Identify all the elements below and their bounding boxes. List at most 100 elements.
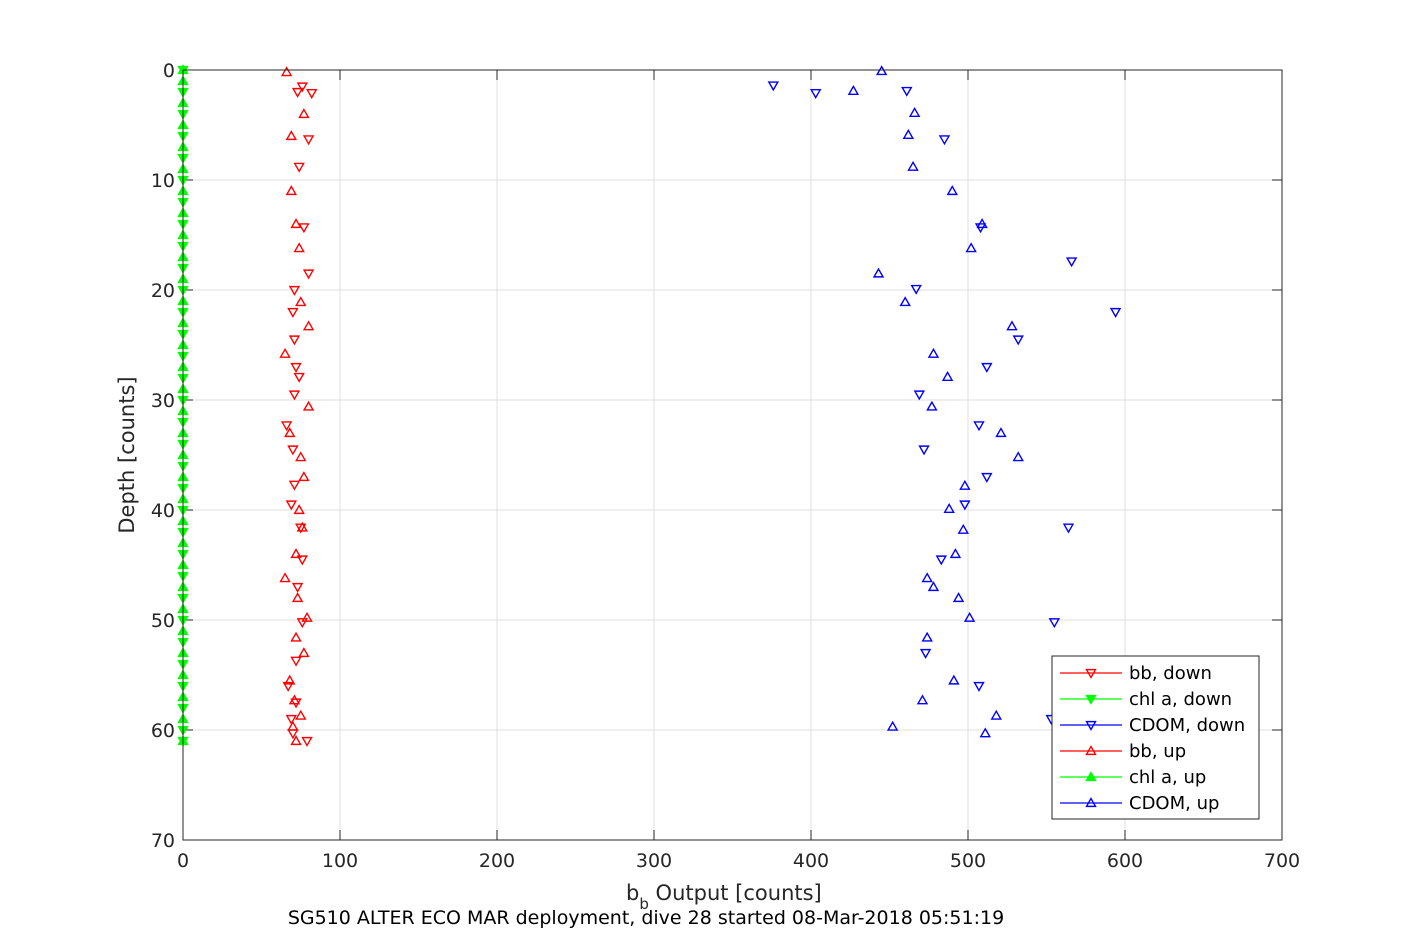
data-point (279, 347, 291, 358)
data-point (963, 611, 976, 622)
y-tick-label: 20 (151, 280, 175, 302)
data-point (899, 296, 911, 307)
data-point (285, 130, 298, 141)
legend-marker (1085, 745, 1097, 756)
data-point (280, 421, 293, 432)
data-point (285, 185, 298, 196)
data-point (959, 479, 971, 490)
data-point (1065, 257, 1078, 268)
x-tick-label: 600 (1107, 850, 1143, 872)
data-point (913, 390, 926, 401)
legend-entry: chl a, down (1060, 689, 1232, 710)
data-point (295, 296, 307, 307)
data-point (293, 242, 305, 253)
series-0 (280, 82, 318, 747)
data-point (959, 500, 971, 511)
data-point (952, 592, 965, 603)
data-point (875, 65, 888, 76)
data-point (990, 709, 1002, 720)
data-point (919, 648, 932, 659)
data-point (918, 445, 930, 456)
y-tick-label: 60 (151, 720, 175, 742)
plot-frame (182, 69, 1283, 841)
y-tick-label: 40 (151, 500, 175, 522)
data-point (767, 81, 780, 92)
data-point (949, 548, 962, 559)
data-point (907, 160, 919, 171)
data-point (285, 714, 298, 725)
data-point (296, 555, 309, 566)
data-point (290, 631, 302, 642)
data-point (301, 736, 313, 747)
data-point (927, 347, 940, 358)
data-point (293, 162, 305, 173)
x-axis-title-main: b (626, 881, 639, 905)
legend-label: chl a, down (1129, 689, 1232, 710)
x-tick-label: 100 (322, 850, 358, 872)
legend-marker (1085, 771, 1097, 782)
x-tick-label: 700 (1264, 850, 1300, 872)
legend-entry: CDOM, up (1060, 793, 1219, 814)
data-point (302, 135, 315, 146)
data-point (288, 390, 301, 401)
data-point (287, 307, 299, 318)
data-point (910, 284, 922, 295)
data-point (973, 421, 985, 432)
data-point (288, 285, 301, 296)
data-point (293, 372, 305, 383)
legend-marker (1085, 797, 1097, 808)
data-point (810, 89, 822, 100)
data-point (1048, 618, 1061, 629)
data-point (872, 267, 885, 278)
x-tick-label: 200 (479, 850, 515, 872)
data-point (981, 472, 993, 483)
data-point (290, 735, 302, 746)
y-tick-label: 30 (151, 390, 175, 412)
y-tick-label: 0 (163, 60, 175, 82)
data-point (291, 87, 304, 98)
data-point (296, 82, 309, 93)
legend-marker (1085, 694, 1097, 705)
data-point (284, 674, 296, 685)
series-5 (847, 65, 1024, 738)
data-point (293, 504, 305, 515)
data-point (981, 362, 993, 373)
data-point (287, 445, 299, 456)
y-tick-label: 10 (151, 170, 175, 192)
data-point (935, 555, 948, 566)
data-point (295, 523, 307, 534)
data-point (288, 694, 301, 705)
data-point (298, 471, 310, 482)
data-point (288, 335, 301, 346)
data-point (948, 674, 960, 685)
data-point (291, 582, 304, 593)
data-point (284, 427, 296, 438)
x-tick-label: 0 (177, 850, 189, 872)
data-point (902, 128, 915, 139)
data-point (921, 631, 933, 642)
data-point (1006, 320, 1018, 331)
x-axis-title-rest: Output [counts] (649, 881, 822, 905)
data-point (973, 681, 985, 692)
data-point (847, 84, 860, 95)
data-point (946, 185, 959, 196)
data-point (938, 135, 951, 146)
data-point (290, 656, 302, 667)
legend-entry: CDOM, down (1060, 715, 1245, 736)
data-point (927, 581, 940, 592)
data-point (916, 694, 929, 705)
x-tick-label: 500 (950, 850, 986, 872)
y-tick-label: 50 (151, 610, 175, 632)
data-point (921, 572, 933, 583)
data-point (282, 681, 294, 692)
y-axis-title: Depth [counts] (115, 376, 139, 533)
data-point (943, 502, 955, 513)
data-point (908, 106, 921, 117)
data-point (965, 242, 977, 253)
data-point (1012, 335, 1024, 346)
data-point (1109, 307, 1122, 318)
data-point (979, 727, 991, 738)
data-point (295, 451, 307, 462)
data-point (290, 218, 302, 229)
